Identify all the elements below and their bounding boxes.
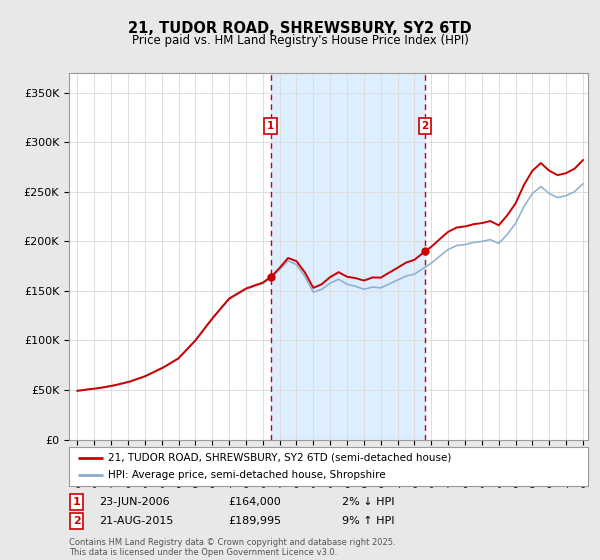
- Text: 23-JUN-2006: 23-JUN-2006: [99, 497, 170, 507]
- Text: £189,995: £189,995: [228, 516, 281, 526]
- Text: 9% ↑ HPI: 9% ↑ HPI: [342, 516, 395, 526]
- Text: Contains HM Land Registry data © Crown copyright and database right 2025.
This d: Contains HM Land Registry data © Crown c…: [69, 538, 395, 557]
- Text: 21-AUG-2015: 21-AUG-2015: [99, 516, 173, 526]
- Text: HPI: Average price, semi-detached house, Shropshire: HPI: Average price, semi-detached house,…: [108, 470, 386, 480]
- Text: 2: 2: [73, 516, 80, 526]
- Text: 1: 1: [267, 121, 274, 131]
- Bar: [271, 73, 425, 440]
- Text: £164,000: £164,000: [228, 497, 281, 507]
- Text: 21, TUDOR ROAD, SHREWSBURY, SY2 6TD: 21, TUDOR ROAD, SHREWSBURY, SY2 6TD: [128, 21, 472, 36]
- Text: 1: 1: [73, 497, 80, 507]
- Text: 21, TUDOR ROAD, SHREWSBURY, SY2 6TD (semi-detached house): 21, TUDOR ROAD, SHREWSBURY, SY2 6TD (sem…: [108, 452, 451, 463]
- Text: 2% ↓ HPI: 2% ↓ HPI: [342, 497, 395, 507]
- Text: Price paid vs. HM Land Registry's House Price Index (HPI): Price paid vs. HM Land Registry's House …: [131, 34, 469, 46]
- Text: 2: 2: [421, 121, 428, 131]
